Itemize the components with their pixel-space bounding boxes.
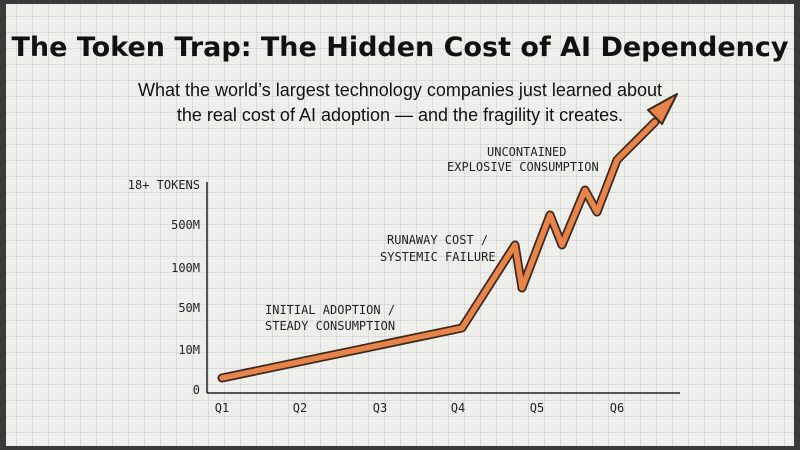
x-label: Q1	[215, 401, 229, 415]
grid-paper	[6, 4, 794, 446]
subtitle: the real cost of AI adoption — and the f…	[177, 105, 623, 125]
x-label: Q3	[373, 401, 387, 415]
title: The Token Trap: The Hidden Cost of AI De…	[11, 32, 788, 63]
x-label: Q2	[293, 401, 307, 415]
annotation: UNCONTAINED	[487, 145, 566, 159]
annotation: STEADY CONSUMPTION	[265, 319, 395, 333]
y-label: 10M	[178, 343, 200, 357]
y-label: 500M	[171, 218, 200, 232]
y-label: 18+ TOKENS	[128, 178, 200, 192]
y-label: 50M	[178, 301, 200, 315]
y-label: 100M	[171, 261, 200, 275]
annotation: RUNAWAY COST /	[387, 233, 488, 247]
subtitle: What the world’s largest technology comp…	[138, 80, 662, 100]
x-label: Q6	[610, 401, 624, 415]
annotation: INITIAL ADOPTION /	[265, 303, 395, 317]
x-label: Q5	[530, 401, 544, 415]
trend-arrow	[217, 93, 678, 383]
x-label: Q4	[451, 401, 465, 415]
annotation: SYSTEMIC FAILURE	[380, 250, 496, 264]
annotation: EXPLOSIVE CONSUMPTION	[447, 160, 599, 174]
y-label: 0	[193, 383, 200, 397]
